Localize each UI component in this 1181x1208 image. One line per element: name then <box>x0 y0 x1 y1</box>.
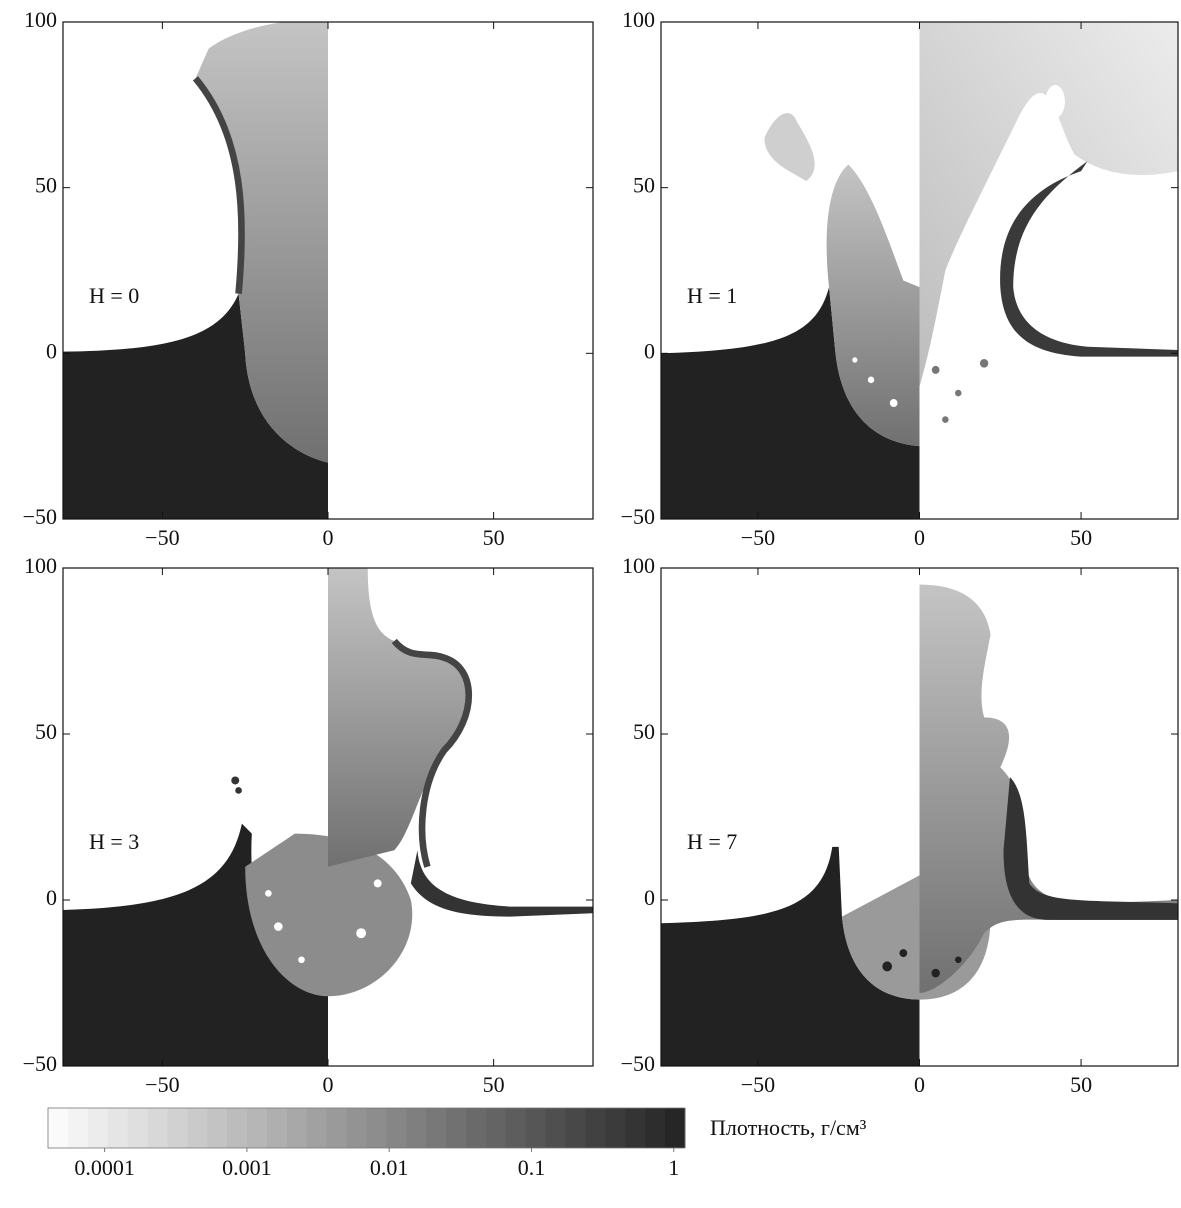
colorbar-step <box>386 1108 406 1148</box>
page: −50050−50050100H = 0−50050−50050100H = 1… <box>0 0 1181 1208</box>
density-field <box>661 585 1178 1066</box>
y-tick-label: 50 <box>633 719 655 744</box>
colorbar-step <box>625 1108 645 1148</box>
colorbar-step <box>167 1108 187 1148</box>
colorbar-step <box>446 1108 466 1148</box>
x-tick-label: 0 <box>914 1072 925 1097</box>
colorbar-step <box>48 1108 68 1148</box>
panel-annotation: H = 1 <box>687 283 737 308</box>
colorbar-step <box>207 1108 227 1148</box>
y-tick-label: 50 <box>633 173 655 198</box>
colorbar-step <box>645 1108 665 1148</box>
colorbar-step <box>665 1108 685 1148</box>
colorbar-tick-label: 1 <box>668 1155 679 1180</box>
colorbar-step <box>605 1108 625 1148</box>
colorbar-step <box>327 1108 347 1148</box>
colorbar-step <box>406 1108 426 1148</box>
colorbar-step <box>506 1108 526 1148</box>
colorbar-step <box>486 1108 506 1148</box>
x-tick-label: 0 <box>914 525 925 550</box>
colorbar-step <box>347 1108 367 1148</box>
x-tick-label: 0 <box>323 1072 334 1097</box>
colorbar-tick-label: 0.001 <box>222 1155 272 1180</box>
panel-annotation: H = 3 <box>89 829 139 854</box>
x-tick-label: −50 <box>741 1072 775 1097</box>
colorbar-step <box>108 1108 128 1148</box>
y-tick-label: 50 <box>35 719 57 744</box>
y-tick-label: 0 <box>46 885 57 910</box>
colorbar-step <box>128 1108 148 1148</box>
x-tick-label: −50 <box>145 1072 179 1097</box>
y-tick-label: 100 <box>622 553 655 578</box>
panel-annotation: H = 0 <box>89 283 139 308</box>
colorbar-tick-label: 0.1 <box>518 1155 546 1180</box>
colorbar-step <box>68 1108 88 1148</box>
y-tick-label: 100 <box>24 7 57 32</box>
colorbar-step <box>148 1108 168 1148</box>
colorbar-step <box>546 1108 566 1148</box>
x-tick-label: −50 <box>145 525 179 550</box>
y-tick-label: 0 <box>46 338 57 363</box>
colorbar-step <box>466 1108 486 1148</box>
density-field <box>661 22 1178 519</box>
colorbar-step <box>267 1108 287 1148</box>
density-field <box>63 568 593 1066</box>
colorbar-step <box>307 1108 327 1148</box>
x-tick-label: 50 <box>1070 525 1092 550</box>
y-tick-label: 100 <box>24 553 57 578</box>
x-tick-label: 50 <box>1070 1072 1092 1097</box>
colorbar-step <box>566 1108 586 1148</box>
y-tick-label: −50 <box>23 504 57 529</box>
y-tick-label: 0 <box>644 885 655 910</box>
panel-annotation: H = 7 <box>687 829 737 854</box>
colorbar-label: Плотность, г/см³ <box>710 1115 867 1140</box>
x-tick-label: 0 <box>323 525 334 550</box>
y-tick-label: −50 <box>621 1051 655 1076</box>
colorbar-tick-label: 0.0001 <box>74 1155 135 1180</box>
x-tick-label: −50 <box>741 525 775 550</box>
y-tick-label: 50 <box>35 173 57 198</box>
colorbar-step <box>367 1108 387 1148</box>
colorbar-step <box>287 1108 307 1148</box>
x-tick-label: 50 <box>483 525 505 550</box>
colorbar-tick-label: 0.01 <box>370 1155 409 1180</box>
colorbar-step <box>187 1108 207 1148</box>
y-tick-label: −50 <box>23 1051 57 1076</box>
colorbar-step <box>227 1108 247 1148</box>
colorbar-step <box>426 1108 446 1148</box>
colorbar-step <box>247 1108 267 1148</box>
density-field <box>63 22 328 519</box>
colorbar-step <box>585 1108 605 1148</box>
y-tick-label: 0 <box>644 338 655 363</box>
colorbar-step <box>88 1108 108 1148</box>
y-tick-label: −50 <box>621 504 655 529</box>
colorbar-step <box>526 1108 546 1148</box>
x-tick-label: 50 <box>483 1072 505 1097</box>
y-tick-label: 100 <box>622 7 655 32</box>
figure: −50050−50050100H = 0−50050−50050100H = 1… <box>0 0 1181 1208</box>
